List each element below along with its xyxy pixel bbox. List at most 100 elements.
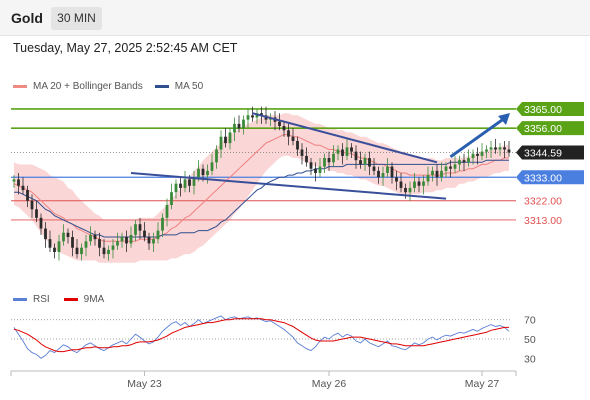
candle-body-52 — [246, 115, 250, 120]
candle-body-48 — [228, 132, 232, 144]
candle-body-18 — [93, 234, 97, 240]
candle-body-28 — [138, 224, 142, 231]
candle-body-4 — [30, 200, 34, 210]
price-tag-label-2: 3344.59 — [524, 148, 562, 160]
candle-body-75 — [350, 147, 353, 152]
candle-body-100 — [462, 160, 466, 163]
candle-body-93 — [431, 170, 434, 176]
candle-body-70 — [327, 158, 331, 163]
price-levels-layer — [11, 108, 516, 221]
candle-body-31 — [152, 239, 155, 244]
candle-body-104 — [480, 151, 484, 156]
candle-body-24 — [120, 237, 124, 242]
price-tag-bg-3 — [516, 170, 584, 185]
candle-body-105 — [485, 149, 488, 152]
candle-body-62 — [291, 136, 295, 141]
candle-body-2 — [21, 185, 25, 191]
legend-rsi: RSI 9MA — [13, 294, 104, 305]
candle-body-34 — [165, 205, 169, 218]
trendline-layer — [130, 112, 510, 200]
price-tag-label-0: 3365.00 — [524, 104, 562, 116]
candle-body-44 — [210, 162, 214, 171]
rsi-panel: 70 50 30 — [11, 315, 536, 365]
legend-9ma-label: 9MA — [83, 294, 105, 305]
candle-body-7 — [44, 228, 47, 240]
candle-body-108 — [498, 147, 502, 150]
candle-body-79 — [368, 158, 371, 167]
candle-body-85 — [395, 177, 398, 182]
legend-ma50-swatch — [154, 85, 169, 88]
price-tag-4: 3322.00 — [524, 196, 562, 208]
legend-main: MA 20 + Bollinger Bands MA 50 — [13, 81, 203, 92]
price-tag-5: 3313.00 — [524, 215, 562, 227]
bollinger-band-layer — [14, 113, 509, 263]
candle-body-42 — [201, 168, 205, 176]
candle-body-17 — [89, 234, 92, 242]
candle-body-26 — [129, 234, 133, 244]
candle-body-61 — [287, 130, 290, 137]
forecast-arrow-shaft — [449, 116, 506, 159]
price-tag-0: 3365.00 — [516, 101, 584, 116]
candle-body-76 — [354, 151, 358, 161]
candle-body-33 — [161, 217, 164, 231]
rsi-tick-1: 50 — [524, 334, 536, 346]
candle-body-101 — [467, 158, 470, 163]
candle-body-40 — [192, 177, 196, 186]
candle-body-55 — [260, 113, 263, 116]
candle-body-15 — [80, 247, 83, 255]
candle-body-91 — [422, 181, 425, 186]
candle-body-32 — [156, 230, 160, 240]
candle-body-67 — [314, 168, 317, 173]
price-tag-label-4: 3322.00 — [524, 196, 562, 208]
candle-body-10 — [57, 241, 61, 252]
legend-rsi-label: RSI — [33, 294, 50, 305]
candle-body-66 — [309, 162, 313, 169]
candle-body-72 — [336, 149, 340, 154]
candle-body-22 — [111, 245, 115, 250]
price-tag-label-1: 3356.00 — [524, 123, 562, 135]
ma20-line — [13, 134, 509, 242]
time-tick-label-2: May 27 — [465, 378, 500, 390]
candle-body-35 — [170, 192, 173, 206]
candle-body-81 — [377, 170, 380, 178]
price-tag-3: 3333.00 — [516, 170, 584, 185]
candle-body-20 — [102, 247, 106, 255]
price-tag-bg-1 — [516, 121, 584, 136]
rsi-9ma-line — [13, 318, 509, 353]
candle-body-41 — [197, 168, 200, 178]
candle-body-29 — [143, 230, 146, 238]
candle-body-5 — [35, 209, 38, 218]
candle-body-96 — [444, 166, 448, 171]
rsi-line — [13, 315, 510, 359]
candle-body-77 — [359, 160, 362, 165]
price-tag-label-3: 3333.00 — [524, 172, 562, 184]
candle-body-60 — [282, 126, 286, 131]
candle-body-84 — [390, 166, 394, 178]
candle-body-30 — [147, 237, 151, 244]
candle-body-106 — [489, 147, 493, 150]
candle-body-25 — [125, 237, 128, 244]
candle-body-23 — [116, 241, 119, 246]
candle-body-43 — [206, 170, 209, 176]
timeframe-button[interactable]: 30 MIN — [51, 7, 102, 30]
candle-body-51 — [242, 119, 245, 129]
candle-body-3 — [26, 190, 29, 201]
candle-body-103 — [476, 153, 479, 156]
candle-body-95 — [440, 170, 443, 178]
candle-body-1 — [17, 179, 20, 186]
candle-body-37 — [179, 183, 182, 188]
candle-body-88 — [408, 187, 412, 193]
candle-body-99 — [458, 160, 461, 165]
candle-body-12 — [66, 232, 70, 238]
candle-body-11 — [62, 232, 65, 242]
candle-body-97 — [449, 166, 452, 169]
legend-ma20-swatch — [13, 85, 27, 88]
candle-body-21 — [107, 249, 110, 255]
candle-body-80 — [372, 166, 376, 171]
candle-body-38 — [183, 179, 187, 188]
bollinger-band-fill — [14, 113, 509, 263]
candle-body-53 — [251, 115, 254, 118]
candle-body-9 — [53, 247, 56, 252]
candle-body-110 — [507, 149, 511, 153]
